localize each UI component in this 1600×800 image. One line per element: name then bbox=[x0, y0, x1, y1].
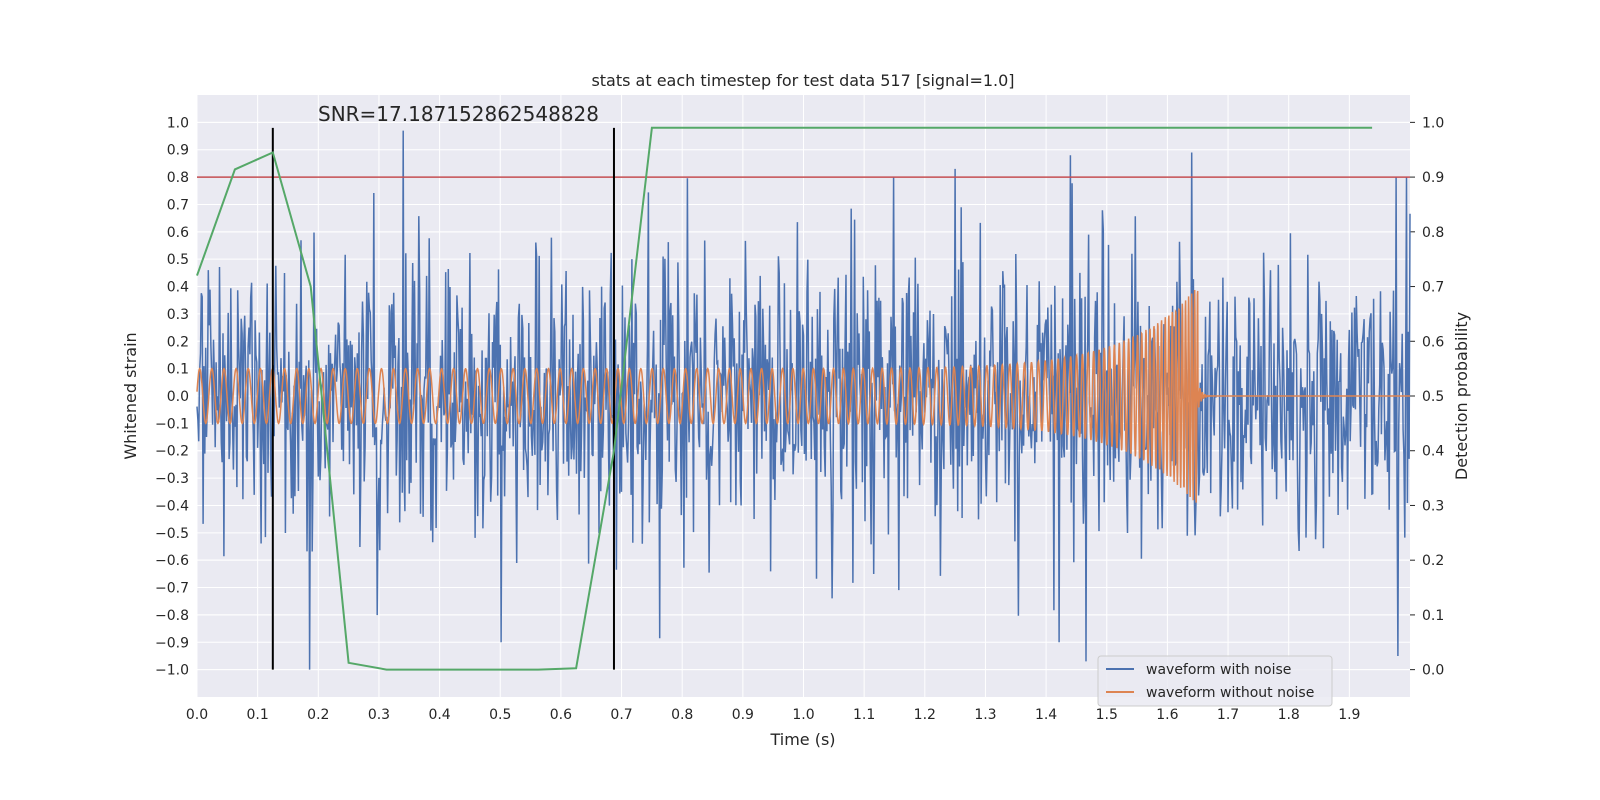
y-tick-label: 0.1 bbox=[167, 362, 189, 378]
y2-tick-label: 0.5 bbox=[1422, 389, 1444, 405]
y-axis-ticks: 1.0 0.9 0.8 0.7 0.6 0.5 0.4 0.3 0.2 0.1 0.0 −0.1 −0.… bbox=[155, 115, 189, 678]
x-tick-label: 0.9 bbox=[732, 707, 754, 723]
x-tick-label: 1.6 bbox=[1156, 707, 1178, 723]
x-tick-label: 0.5 bbox=[489, 707, 511, 723]
legend: waveform with noise waveform without noi… bbox=[1097, 655, 1333, 707]
x-tick-label: 1.9 bbox=[1338, 707, 1360, 723]
y-tick-label: 0.8 bbox=[167, 170, 189, 186]
plot-lines bbox=[196, 126, 1411, 671]
y2-tick-label: 0.1 bbox=[1422, 608, 1444, 624]
y-axis-label: Whitened strain bbox=[121, 332, 140, 459]
y-tick-label: −0.9 bbox=[155, 635, 189, 651]
y2-tick-label: 1.0 bbox=[1422, 115, 1444, 131]
y-tick-label: −0.8 bbox=[155, 608, 189, 624]
y-tick-label: −0.6 bbox=[155, 553, 189, 569]
y2-tick-label: 0.9 bbox=[1422, 170, 1444, 186]
y-tick-label: 0.5 bbox=[167, 252, 189, 268]
y-tick-label: 0.0 bbox=[167, 389, 189, 405]
y-tick-label: −0.7 bbox=[155, 581, 189, 597]
y-tick-label: −0.2 bbox=[155, 444, 189, 460]
y-tick-label: −0.4 bbox=[155, 498, 189, 514]
legend-label-clean: waveform without noise bbox=[1146, 685, 1314, 701]
x-tick-label: 0.8 bbox=[671, 707, 693, 723]
x-tick-label: 1.2 bbox=[914, 707, 936, 723]
x-tick-label: 0.6 bbox=[550, 707, 572, 723]
y-tick-label: −0.3 bbox=[155, 471, 189, 487]
x-tick-label: 1.4 bbox=[1035, 707, 1057, 723]
y-tick-label: 0.3 bbox=[167, 307, 189, 323]
x-tick-label: 0.2 bbox=[307, 707, 329, 723]
snr-annotation: SNR=17.187152862548828 bbox=[318, 102, 599, 126]
y2-tick-label: 0.6 bbox=[1422, 334, 1444, 350]
legend-label-noisy: waveform with noise bbox=[1146, 662, 1291, 678]
y2-tick-label: 0.8 bbox=[1422, 225, 1444, 241]
x-tick-label: 0.3 bbox=[368, 707, 390, 723]
y-tick-label: 0.6 bbox=[167, 225, 189, 241]
y-tick-label: 0.2 bbox=[167, 334, 189, 350]
x-tick-label: 0.4 bbox=[428, 707, 450, 723]
y2-tick-label: 0.2 bbox=[1422, 553, 1444, 569]
x-tick-label: 1.8 bbox=[1278, 707, 1300, 723]
y-tick-label: −1.0 bbox=[155, 663, 189, 679]
y-tick-label: −0.1 bbox=[155, 416, 189, 432]
x-tick-label: 1.0 bbox=[792, 707, 814, 723]
y2-tick-label: 0.4 bbox=[1422, 444, 1444, 460]
y2-tick-label: 0.3 bbox=[1422, 498, 1444, 514]
x-tick-label: 1.3 bbox=[974, 707, 996, 723]
x-tick-label: 1.1 bbox=[853, 707, 875, 723]
y-tick-label: −0.5 bbox=[155, 526, 189, 542]
detection-probability-line bbox=[196, 126, 1373, 671]
x-tick-label: 0.7 bbox=[610, 707, 632, 723]
legend-box bbox=[1097, 655, 1333, 707]
x-axis-ticks: 0.0 0.1 0.2 0.3 0.4 0.5 0.6 0.7 0.8 0.9 1.0 1.1 1.2 1… bbox=[186, 707, 1361, 723]
y-tick-label: 0.7 bbox=[167, 197, 189, 213]
series-line-clean bbox=[196, 289, 1410, 503]
y2-axis-label: Detection probability bbox=[1452, 312, 1471, 480]
x-axis-label: Time (s) bbox=[769, 730, 835, 749]
x-tick-label: 0.0 bbox=[186, 707, 208, 723]
series-line-noisy bbox=[196, 130, 1411, 670]
y-tick-label: 1.0 bbox=[167, 115, 189, 131]
y2-axis-ticks: 1.0 0.9 0.8 0.7 0.6 0.5 0.4 0.3 0.2 0.1 0.0 bbox=[1410, 115, 1444, 679]
y-tick-label: 0.9 bbox=[167, 143, 189, 159]
chart-title: stats at each timestep for test data 517… bbox=[591, 71, 1014, 90]
x-tick-label: 0.1 bbox=[247, 707, 269, 723]
x-tick-label: 1.7 bbox=[1217, 707, 1239, 723]
x-tick-label: 1.5 bbox=[1096, 707, 1118, 723]
y2-tick-label: 0.0 bbox=[1422, 663, 1444, 679]
y-tick-label: 0.4 bbox=[167, 280, 189, 296]
y2-tick-label: 0.7 bbox=[1422, 280, 1444, 296]
